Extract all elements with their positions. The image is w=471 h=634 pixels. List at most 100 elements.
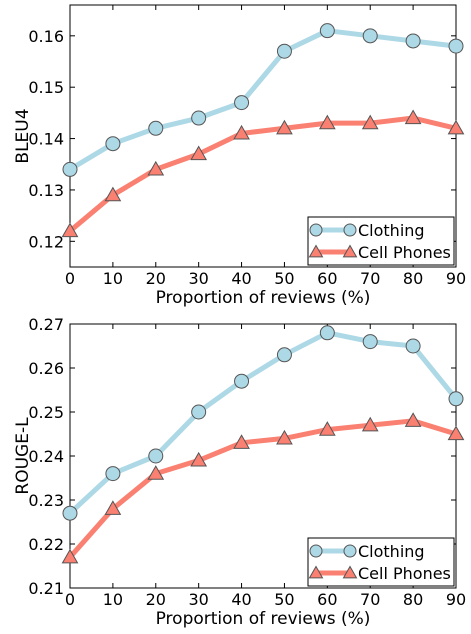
series-cell-phones [61,412,465,564]
data-point [233,434,250,449]
data-point [404,412,422,427]
x-tick-label: 40 [231,269,251,288]
series-line [67,115,459,234]
series-cell-phones [61,109,465,238]
legend-box [307,216,455,266]
x-tick-label: 70 [360,269,380,288]
data-point [405,338,421,354]
y-tick-label: 0.15 [28,78,64,97]
legend-marker [308,565,324,579]
data-point [148,120,164,136]
data-point [362,28,378,44]
legend: Clothing Cell Phones [307,216,455,266]
data-point [233,124,250,140]
data-point [148,448,164,464]
x-axis-label: Proportion of reviews (%) [156,609,371,629]
data-point [61,548,79,564]
data-point [448,38,464,54]
series-clothing [62,325,464,521]
x-tick-label: 60 [317,590,337,609]
data-point [190,451,208,467]
x-tick-label: 10 [103,590,123,609]
data-point [447,119,465,135]
data-point [276,119,293,135]
data-point [447,425,465,441]
legend-marker [342,565,358,579]
x-tick-label: 30 [188,269,208,288]
x-tick-label: 50 [274,269,294,288]
legend-box [307,537,455,587]
data-point [404,109,422,125]
legend-marker [308,244,324,258]
legend-marker [343,544,357,558]
x-tick-label: 70 [360,590,380,609]
y-tick-label: 0.12 [28,232,64,251]
data-point [105,136,121,152]
data-point [234,95,250,111]
x-tick-label: 50 [274,590,294,609]
series-line [67,418,459,560]
data-point [105,466,121,482]
x-tick-label: 90 [446,269,466,288]
chart-panel-2: 0 10 20 30 40 50 60 70 80 90 0.21 0.22 0.23 0.24 0.25 0… [13,315,466,629]
data-point [147,465,165,480]
data-point [276,347,292,363]
data-point [104,500,122,515]
legend-marker [342,244,358,258]
data-point [234,373,250,389]
data-point [191,404,207,420]
x-tick-label: 40 [231,590,251,609]
series-line [67,330,459,516]
data-point [319,325,335,341]
x-tick-label: 0 [65,590,75,609]
y-tick-label: 0.26 [28,359,64,378]
y-axis-label: BLEU4 [13,108,33,163]
data-point [61,222,79,238]
x-tick-label: 80 [403,590,423,609]
data-point [318,421,336,436]
data-point [448,391,464,407]
x-tick-label: 10 [103,269,123,288]
data-point [361,114,379,130]
legend-label: Cell Phones [358,243,451,262]
legend-label: Clothing [358,542,425,561]
data-point [62,505,78,521]
y-tick-label: 0.27 [28,315,64,334]
y-tick-label: 0.13 [28,181,64,200]
data-point [361,416,379,432]
x-tick-label: 20 [146,269,166,288]
data-point [405,33,421,49]
legend-label: Cell Phones [358,564,451,583]
y-tick-label: 0.21 [28,579,64,598]
y-tick-label: 0.24 [28,447,64,466]
legend-marker [343,223,357,237]
data-point [276,43,292,59]
plot-frame [69,4,457,268]
data-point [190,145,208,161]
data-point [191,110,207,126]
y-tick-label: 0.22 [28,535,64,554]
y-tick-label: 0.25 [28,403,64,422]
y-axis-label: ROUGE-L [13,417,33,495]
data-point [104,186,122,202]
x-tick-label: 20 [146,590,166,609]
data-point [319,23,335,39]
x-tick-label: 0 [65,269,75,288]
series-clothing [62,23,464,177]
y-tick-label: 0.16 [28,27,64,46]
data-point [276,429,293,445]
x-tick-label: 60 [317,269,337,288]
x-tick-label: 30 [188,590,208,609]
data-point [318,114,336,130]
y-tick-label: 0.23 [28,491,64,510]
legend-label: Clothing [358,221,425,240]
y-tick-label: 0.14 [28,130,64,149]
legend-marker [309,544,323,558]
data-point [362,334,378,350]
x-tick-label: 90 [446,590,466,609]
data-point [62,161,78,177]
data-point [147,160,165,176]
x-axis-label: Proportion of reviews (%) [156,288,371,308]
chart-panel-1: 0 10 20 30 40 50 60 70 80 90 0.12 0.13 0.14 0.15 0.16 P… [13,4,466,308]
